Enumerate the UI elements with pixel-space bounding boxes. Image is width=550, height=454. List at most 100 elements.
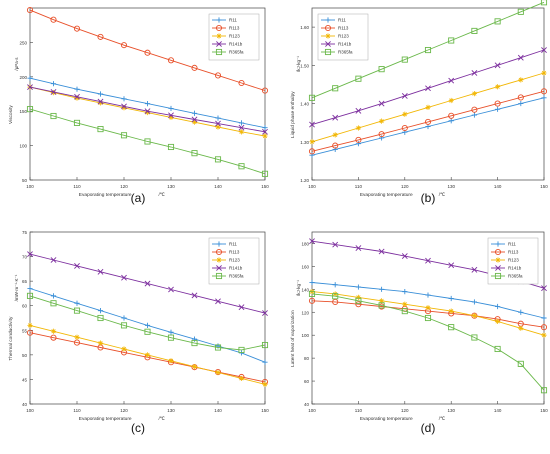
legend-label: R11 — [229, 18, 237, 23]
data-point — [308, 94, 316, 101]
x-axis-label: Evaporating temperature — [79, 416, 132, 422]
x-tick-label: 120 — [401, 408, 409, 413]
data-point — [144, 138, 151, 145]
legend-marker — [324, 48, 332, 56]
data-point — [332, 282, 338, 288]
legend-label: R141b — [229, 42, 243, 47]
data-point — [144, 322, 151, 328]
legend-marker — [494, 248, 502, 256]
data-point — [168, 105, 174, 112]
data-point — [238, 124, 245, 131]
data-point — [401, 124, 408, 132]
data-point — [121, 315, 127, 321]
series-R123 — [27, 322, 268, 387]
data-point — [144, 328, 151, 335]
x-tick-label: 100 — [308, 184, 316, 189]
y-tick-label: 50 — [22, 178, 28, 183]
data-point — [97, 308, 104, 314]
data-point — [448, 324, 455, 331]
data-point — [50, 90, 57, 96]
data-point — [74, 86, 80, 92]
legend-label: R141b — [229, 266, 243, 271]
x-tick-label: 110 — [73, 184, 81, 189]
series-R11 — [309, 95, 547, 158]
legend-marker — [215, 248, 223, 256]
y-tick-label: 55 — [22, 328, 28, 333]
data-point — [517, 94, 524, 101]
y-tick-label: 100 — [19, 144, 27, 149]
y-tick-label: 45 — [22, 377, 28, 382]
data-point — [401, 253, 408, 259]
data-point — [379, 286, 385, 292]
data-point — [401, 92, 408, 99]
legend-label: R113 — [229, 26, 240, 31]
data-point — [238, 375, 245, 382]
series-R365fa — [26, 292, 269, 353]
legend-marker — [495, 257, 501, 263]
data-point — [50, 334, 57, 341]
series-line — [311, 90, 545, 152]
data-point — [97, 314, 104, 322]
data-point — [97, 268, 104, 275]
data-point — [540, 387, 548, 394]
data-point — [332, 241, 339, 248]
data-point — [332, 114, 339, 121]
x-tick-label: 150 — [261, 184, 269, 189]
data-point — [215, 298, 221, 305]
y-tick-label: 60 — [304, 379, 310, 384]
data-point — [97, 126, 104, 133]
data-point — [309, 139, 315, 145]
data-point — [191, 64, 198, 71]
data-point — [424, 118, 432, 125]
x-tick-label: 150 — [261, 408, 269, 413]
x-tick-label: 100 — [308, 408, 316, 413]
legend-marker — [325, 17, 331, 23]
data-point — [541, 315, 547, 321]
data-point — [379, 118, 385, 124]
data-point — [518, 100, 524, 107]
y-tick-label: 250 — [19, 40, 27, 45]
data-point — [168, 112, 174, 119]
data-point — [27, 251, 33, 258]
data-point — [332, 132, 338, 138]
series-R365fa — [308, 290, 548, 394]
data-point — [541, 47, 547, 53]
legend: R11 R113 R123 R141b R365fa — [208, 237, 260, 285]
data-point — [97, 91, 104, 97]
series-line — [29, 295, 266, 351]
data-point — [121, 274, 127, 281]
data-point — [191, 364, 198, 370]
data-point — [309, 152, 315, 158]
legend-label: R11 — [229, 242, 237, 247]
data-point — [238, 129, 245, 135]
data-point — [448, 262, 455, 269]
y-tick-label: 50 — [22, 353, 28, 358]
data-point — [448, 77, 455, 84]
legend-label: R365fa — [508, 274, 523, 279]
data-point — [355, 75, 362, 82]
data-point — [215, 124, 221, 130]
data-point — [495, 303, 501, 310]
series-R113 — [308, 88, 548, 155]
y-tick-label: 200 — [19, 75, 27, 80]
series-R11 — [309, 279, 547, 321]
data-point — [355, 301, 362, 308]
data-point — [26, 7, 34, 14]
data-point — [168, 358, 174, 364]
data-point — [471, 106, 478, 113]
legend-marker — [494, 272, 502, 280]
x-tick-label: 150 — [540, 184, 548, 189]
data-point — [262, 381, 268, 387]
data-point — [448, 112, 455, 119]
y-axis-label: Thermal conductivity — [8, 316, 14, 361]
x-tick-label: 100 — [26, 408, 34, 413]
legend-label: R123 — [508, 258, 519, 263]
x-tick-label: 130 — [167, 184, 175, 189]
series-R141b — [27, 251, 268, 317]
data-point — [73, 25, 81, 32]
data-point — [74, 262, 80, 269]
data-point — [26, 329, 34, 336]
data-point — [541, 332, 547, 338]
data-point — [309, 238, 315, 245]
